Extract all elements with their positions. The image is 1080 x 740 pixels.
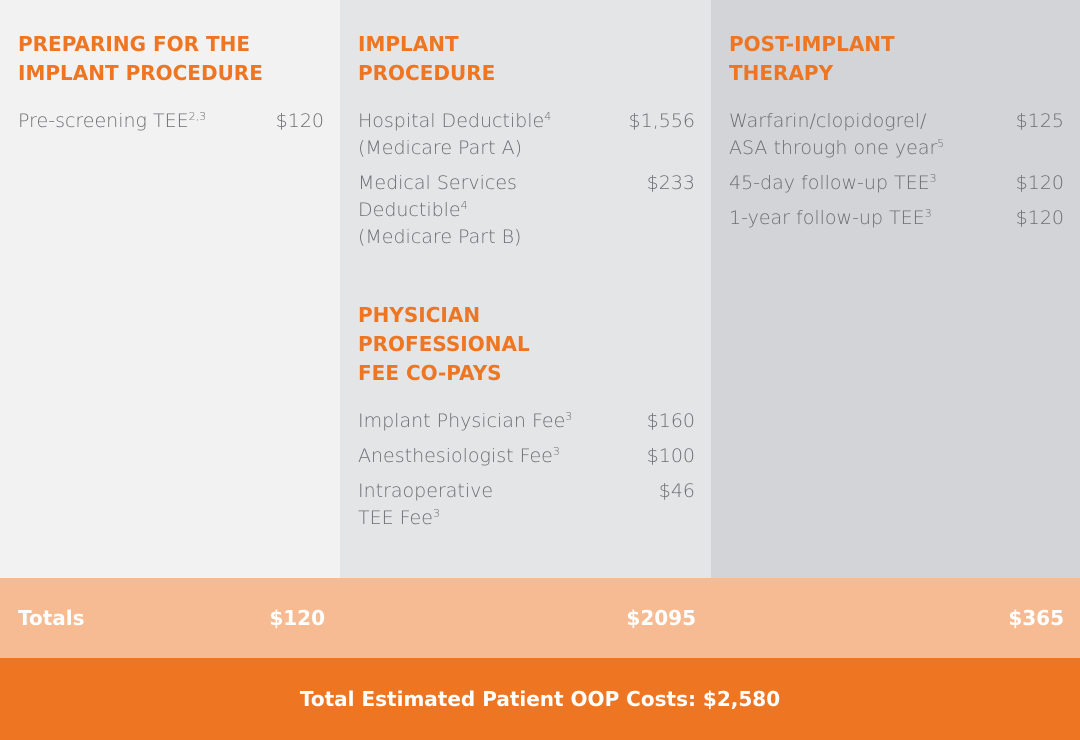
footnote-ref: 4: [544, 110, 552, 123]
cost-item: Warfarin/clopidogrel/ASA through one yea…: [729, 108, 1064, 162]
section: POST-IMPLANT THERAPY Warfarin/clopidogrel/…: [729, 30, 1064, 232]
label-line: Warfarin/clopidogrel/: [729, 108, 944, 135]
footnote-ref: 2,3: [188, 110, 207, 123]
label-text: Warfarin/clopidogrel/: [729, 110, 927, 132]
label-text: Deductible: [358, 199, 461, 221]
total-value: $365: [1008, 606, 1064, 630]
footnote-ref: 3: [552, 445, 560, 458]
section-title: IMPLANT PROCEDURE: [358, 30, 695, 88]
section-title: PHYSICIAN PROFESSIONAL FEE CO-PAYS: [358, 301, 695, 388]
title-line: POST-IMPLANT: [729, 32, 895, 56]
item-cost: $125: [1015, 110, 1064, 132]
label-text: Intraoperative: [358, 480, 494, 502]
label-line: 1-year follow-up TEE3: [729, 205, 932, 232]
label-text: Hospital Deductible: [358, 110, 545, 132]
label-line: Anesthesiologist Fee3: [358, 443, 560, 470]
section: IMPLANT PROCEDURE Hospital Deductible4 (Med…: [358, 30, 695, 251]
title-line: PROFESSIONAL: [358, 332, 530, 356]
footnote-ref: 3: [565, 410, 573, 423]
column: PREPARING FOR THE IMPLANT PROCEDURE Pre-sc…: [0, 0, 340, 578]
cost-item: Implant Physician Fee3 $160: [358, 408, 695, 435]
label-text: Anesthesiologist Fee: [358, 445, 553, 467]
total-value: $2095: [626, 606, 696, 630]
item-label: 45-day follow-up TEE3: [729, 170, 937, 197]
label-line: ASA through one year5: [729, 135, 944, 162]
item-cost: $160: [646, 410, 695, 432]
cost-item: Pre-screening TEE2,3 $120: [18, 108, 324, 135]
title-line: IMPLANT PROCEDURE: [18, 61, 263, 85]
section: PHYSICIAN PROFESSIONAL FEE CO-PAYS Implant …: [358, 301, 695, 532]
item-label: Implant Physician Fee3: [358, 408, 572, 435]
totals-label: Totals: [18, 606, 85, 630]
item-label: Hospital Deductible4 (Medicare Part A): [358, 108, 551, 162]
item-label: Anesthesiologist Fee3: [358, 443, 560, 470]
footnote-ref: 3: [924, 207, 932, 220]
totals-band: Totals $120 $2095 $365: [0, 578, 1080, 658]
item-label: 1-year follow-up TEE3: [729, 205, 932, 232]
item-cost: $120: [1015, 172, 1064, 194]
title-line: FEE CO-PAYS: [358, 361, 502, 385]
cost-item: 1-year follow-up TEE3 $120: [729, 205, 1064, 232]
cost-item: Anesthesiologist Fee3 $100: [358, 443, 695, 470]
item-cost: $46: [658, 480, 695, 502]
footnote-ref: 5: [937, 137, 945, 150]
section: PREPARING FOR THE IMPLANT PROCEDURE Pre-sc…: [18, 30, 324, 135]
label-text: ASA through one year: [729, 137, 938, 159]
item-label: Warfarin/clopidogrel/ASA through one yea…: [729, 108, 944, 162]
title-line: PROCEDURE: [358, 61, 496, 85]
label-line: (Medicare Part B): [358, 224, 521, 251]
label-text: Pre-screening TEE: [18, 110, 189, 132]
title-line: PHYSICIAN: [358, 303, 481, 327]
label-line: Intraoperative: [358, 478, 493, 505]
label-text: (Medicare Part A): [358, 137, 523, 159]
label-text: (Medicare Part B): [358, 226, 522, 248]
item-label: Pre-screening TEE2,3: [18, 108, 206, 135]
label-line: 45-day follow-up TEE3: [729, 170, 937, 197]
label-line: (Medicare Part A): [358, 135, 551, 162]
item-cost: $100: [646, 445, 695, 467]
item-cost: $120: [1015, 207, 1064, 229]
label-text: Medical Services: [358, 172, 517, 194]
cost-item: Medical Services Deductible4 (Medicare Par…: [358, 170, 695, 251]
footnote-ref: 3: [929, 172, 937, 185]
label-line: Hospital Deductible4: [358, 108, 551, 135]
label-text: Implant Physician Fee: [358, 410, 566, 432]
cost-item: Hospital Deductible4 (Medicare Part A) $1,…: [358, 108, 695, 162]
cost-item: 45-day follow-up TEE3 $120: [729, 170, 1064, 197]
label-text: TEE Fee: [358, 507, 433, 529]
item-cost: $120: [275, 110, 324, 132]
title-line: PREPARING FOR THE: [18, 32, 251, 56]
label-text: 1-year follow-up TEE: [729, 207, 925, 229]
label-line: Pre-screening TEE2,3: [18, 108, 206, 135]
footnote-ref: 3: [432, 507, 440, 520]
item-label: Intraoperative TEE Fee3: [358, 478, 493, 532]
column: IMPLANT PROCEDURE Hospital Deductible4 (Med…: [340, 0, 711, 578]
footer: Total Estimated Patient OOP Costs: $2,58…: [0, 658, 1080, 740]
section-title: POST-IMPLANT THERAPY: [729, 30, 1064, 88]
label-line: Deductible4: [358, 197, 521, 224]
total-value: $120: [269, 606, 325, 630]
title-line: THERAPY: [729, 61, 834, 85]
item-cost: $1,556: [628, 110, 695, 132]
label-line: Medical Services: [358, 170, 521, 197]
title-line: IMPLANT: [358, 32, 459, 56]
cost-item: Intraoperative TEE Fee3 $46: [358, 478, 695, 532]
item-cost: $233: [646, 172, 695, 194]
label-line: Implant Physician Fee3: [358, 408, 572, 435]
section-title: PREPARING FOR THE IMPLANT PROCEDURE: [18, 30, 324, 88]
item-label: Medical Services Deductible4 (Medicare Par…: [358, 170, 521, 251]
label-line: TEE Fee3: [358, 505, 493, 532]
column: POST-IMPLANT THERAPY Warfarin/clopidogrel/…: [711, 0, 1080, 578]
label-text: 45-day follow-up TEE: [729, 172, 930, 194]
footnote-ref: 4: [460, 199, 468, 212]
